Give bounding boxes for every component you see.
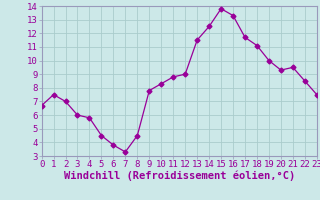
X-axis label: Windchill (Refroidissement éolien,°C): Windchill (Refroidissement éolien,°C) bbox=[64, 171, 295, 181]
